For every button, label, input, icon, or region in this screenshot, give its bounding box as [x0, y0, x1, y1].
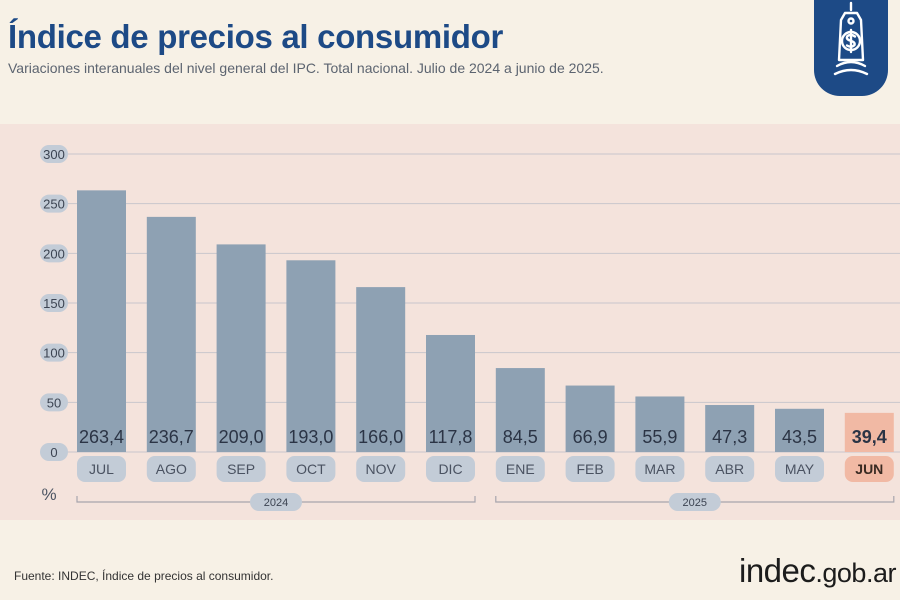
bar	[146, 216, 196, 452]
month-label: AGO	[156, 461, 187, 477]
bar	[286, 260, 336, 452]
month-label: OCT	[296, 461, 326, 477]
bar	[635, 396, 685, 452]
month-label: JUL	[89, 461, 114, 477]
year-pill	[250, 493, 302, 511]
year-label: 2025	[683, 497, 707, 509]
chart-panel: 0 50 100 150 200 250 300% 263,4 JUL 236,7 AGO 209,0…	[0, 124, 900, 520]
y-tick-pill	[40, 443, 68, 461]
bar	[216, 244, 266, 452]
value-label: 117,8	[429, 427, 473, 447]
y-tick-label: 50	[47, 395, 61, 410]
source-note: Fuente: INDEC, Índice de precios al cons…	[14, 569, 274, 583]
month-pill	[286, 456, 336, 482]
month-pill	[216, 456, 266, 482]
value-label: 66,9	[573, 427, 608, 447]
month-pill	[426, 456, 475, 482]
month-label: DIC	[438, 461, 462, 477]
value-label: 43,5	[782, 427, 817, 447]
logo-suffix: .gob.ar	[815, 558, 896, 588]
bar	[705, 405, 755, 452]
bar-chart: 0 50 100 150 200 250 300% 263,4 JUL 236,7 AGO 209,0…	[40, 145, 900, 511]
y-tick-label: 100	[43, 346, 65, 361]
value-label: 263,4	[79, 427, 124, 447]
y-tick-label: 0	[50, 445, 57, 460]
page-title: Índice de precios al consumidor	[8, 18, 503, 55]
y-axis-label: %	[41, 485, 56, 504]
bar	[565, 385, 615, 452]
bar	[844, 412, 894, 452]
month-pill	[635, 456, 685, 482]
value-label: 166,0	[358, 427, 403, 447]
year-pill	[668, 493, 721, 511]
bar	[775, 408, 824, 452]
y-tick-pill	[40, 244, 68, 263]
month-pill	[565, 456, 615, 482]
y-tick-pill	[40, 393, 68, 412]
month-pill	[495, 456, 545, 482]
price-tag-dollar-icon	[833, 1, 869, 76]
y-tick-label: 300	[43, 147, 65, 162]
value-label: 39,4	[852, 427, 887, 447]
month-label: SEP	[227, 461, 255, 477]
value-label: 236,7	[149, 427, 194, 447]
y-tick-pill	[40, 294, 68, 312]
y-tick-label: 250	[43, 197, 65, 212]
month-pill	[844, 456, 894, 482]
indec-badge	[814, 0, 888, 96]
month-label: JUN	[855, 461, 883, 477]
value-label: 209,0	[219, 427, 264, 447]
value-label: 84,5	[503, 427, 538, 447]
month-label: NOV	[366, 461, 397, 477]
month-pill	[356, 456, 406, 482]
month-label: MAR	[644, 461, 675, 477]
value-label: 193,0	[288, 427, 333, 447]
y-tick-label: 200	[43, 246, 65, 261]
y-tick-label: 150	[43, 296, 65, 311]
bar	[495, 368, 545, 452]
bar	[77, 190, 126, 452]
month-label: ENE	[506, 461, 535, 477]
month-pill	[775, 456, 824, 482]
month-pill	[705, 456, 755, 482]
value-label: 47,3	[712, 427, 747, 447]
year-label: 2024	[264, 497, 288, 509]
y-tick-pill	[40, 194, 68, 213]
month-pill	[146, 456, 196, 482]
page-subtitle: Variaciones interanuales del nivel gener…	[8, 60, 604, 76]
month-label: ABR	[715, 461, 744, 477]
indec-logo[interactable]: indec.gob.ar	[739, 552, 896, 590]
y-tick-pill	[40, 145, 68, 163]
value-label: 55,9	[642, 427, 677, 447]
bar	[356, 287, 406, 452]
month-pill	[77, 456, 126, 482]
month-label: FEB	[576, 461, 603, 477]
y-tick-pill	[40, 343, 68, 362]
month-label: MAY	[785, 461, 815, 477]
bar	[426, 334, 475, 452]
logo-main: indec	[739, 552, 816, 589]
